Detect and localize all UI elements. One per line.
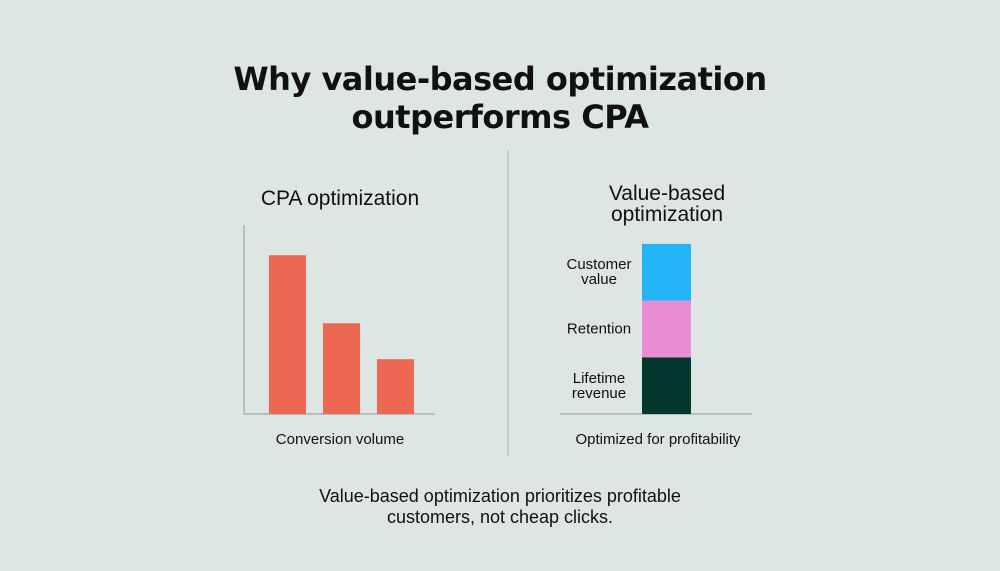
x-axis-label: Conversion volume (275, 431, 405, 448)
chart-title: Value-based optimization (608, 182, 726, 226)
segment-label: Lifetime revenue (571, 369, 627, 402)
bar-segment (642, 357, 691, 414)
bar-segment (642, 300, 691, 358)
page-title: Why value-based optimization outperforms… (233, 60, 767, 136)
x-axis-label: Optimized for profitability (575, 431, 741, 448)
chart-title: CPA optimization (260, 187, 420, 210)
segment-label: Retention (566, 320, 632, 338)
bar-segment (642, 243, 691, 301)
bar (323, 323, 360, 414)
bar (377, 359, 414, 414)
caption: Value-based optimization prioritizes pro… (319, 486, 681, 527)
bar (269, 255, 306, 414)
segment-label: Customer value (566, 256, 632, 289)
